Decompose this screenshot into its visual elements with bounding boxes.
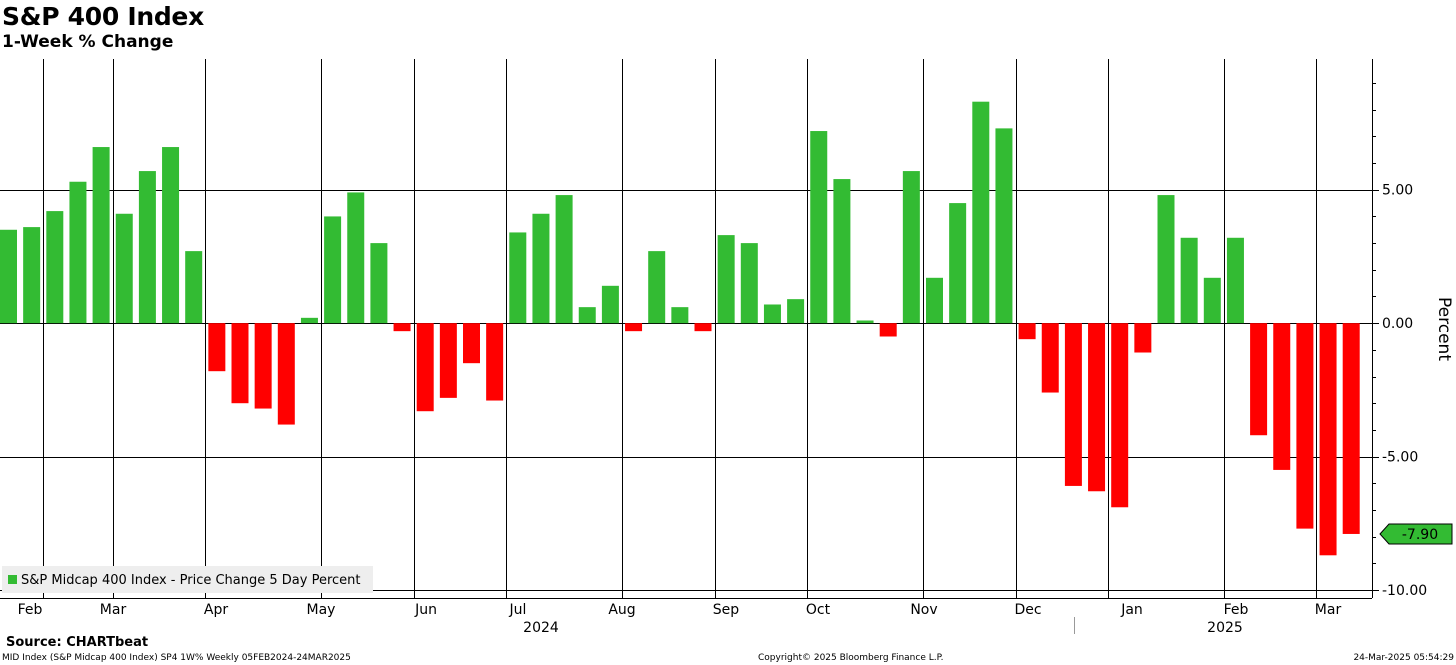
bar	[787, 299, 805, 324]
bar	[1018, 323, 1036, 340]
bar	[717, 235, 735, 324]
bar	[300, 317, 318, 324]
bar	[648, 251, 666, 324]
footer-series-info: MID Index (S&P Midcap 400 Index) SP4 1W%…	[2, 653, 351, 663]
bar	[347, 192, 365, 324]
bar	[1111, 323, 1129, 508]
x-month-label: Apr	[204, 602, 228, 618]
bar	[416, 323, 434, 412]
x-month-label: Feb	[18, 602, 43, 618]
bar	[1157, 195, 1175, 324]
x-year-label: 2024	[523, 620, 559, 636]
bar	[532, 213, 550, 324]
last-value-label: -7.90	[1402, 527, 1438, 543]
bar	[601, 285, 619, 324]
bar	[625, 323, 643, 332]
bar	[509, 232, 527, 324]
bar	[138, 171, 156, 324]
bar	[972, 101, 990, 324]
bar	[1319, 323, 1337, 556]
bar	[463, 323, 480, 364]
bar	[1064, 323, 1082, 486]
bar	[162, 147, 180, 324]
x-month-label: Dec	[1014, 602, 1041, 618]
bar	[902, 171, 920, 324]
bar	[231, 323, 249, 404]
x-month-label: Oct	[806, 602, 831, 618]
legend-swatch	[8, 575, 17, 584]
last-value-badge	[1379, 523, 1453, 545]
bar	[185, 251, 203, 324]
bar	[995, 128, 1013, 324]
footer-copyright: Copyright© 2025 Bloomberg Finance L.P.	[758, 653, 944, 663]
bar	[740, 243, 758, 324]
bar	[1296, 323, 1314, 529]
bar	[0, 229, 17, 324]
chart-title: S&P 400 Index	[2, 2, 204, 31]
x-month-label: Jun	[414, 602, 437, 618]
bar	[439, 323, 457, 398]
bar	[46, 211, 64, 324]
bar	[208, 323, 226, 372]
legend-box	[2, 566, 373, 593]
x-month-label: Jul	[509, 602, 527, 618]
bar	[1226, 237, 1244, 324]
bar	[810, 131, 828, 324]
bar	[1203, 277, 1221, 324]
bar	[1180, 237, 1198, 324]
bar	[1273, 323, 1291, 470]
y-tick-label: 0.00	[1382, 316, 1413, 332]
y-axis-label: Percent	[1434, 297, 1454, 361]
x-month-label: Jan	[1120, 602, 1143, 618]
bar	[370, 243, 388, 324]
bar	[393, 323, 411, 332]
bar	[833, 179, 851, 324]
x-month-label: Nov	[910, 602, 937, 618]
bar	[1342, 323, 1360, 534]
x-month-label: Feb	[1224, 602, 1249, 618]
bar	[115, 213, 133, 324]
y-tick-label: -10.00	[1382, 583, 1427, 599]
x-month-label: Sep	[713, 602, 740, 618]
bar	[1250, 323, 1268, 436]
x-month-label: Mar	[1315, 602, 1342, 618]
bar	[1041, 323, 1059, 393]
bar	[69, 181, 87, 324]
y-tick-label: -5.00	[1382, 450, 1418, 466]
legend-label: S&P Midcap 400 Index - Price Change 5 Da…	[21, 573, 361, 588]
x-month-label: Aug	[608, 602, 635, 618]
bar	[277, 323, 295, 425]
bar	[486, 323, 504, 401]
bar	[92, 147, 110, 324]
bar	[671, 307, 689, 324]
bar	[555, 195, 573, 324]
bar	[694, 323, 712, 332]
bar	[324, 216, 342, 324]
bar	[578, 307, 596, 324]
bar	[856, 320, 874, 324]
bar	[949, 203, 967, 324]
chart-subtitle: 1-Week % Change	[2, 32, 174, 52]
bar	[23, 227, 41, 324]
footer-timestamp: 24-Mar-2025 05:54:29	[1353, 653, 1454, 663]
bar	[254, 323, 272, 409]
x-year-label: 2025	[1207, 620, 1243, 636]
bar	[926, 277, 943, 324]
y-tick-label: 5.00	[1382, 183, 1413, 199]
x-month-label: Mar	[100, 602, 127, 618]
bar	[1134, 323, 1152, 353]
source-note: Source: CHARTbeat	[6, 635, 149, 650]
bar	[763, 304, 781, 324]
bar	[1088, 323, 1106, 492]
bar	[879, 323, 897, 337]
x-month-label: May	[307, 602, 336, 618]
